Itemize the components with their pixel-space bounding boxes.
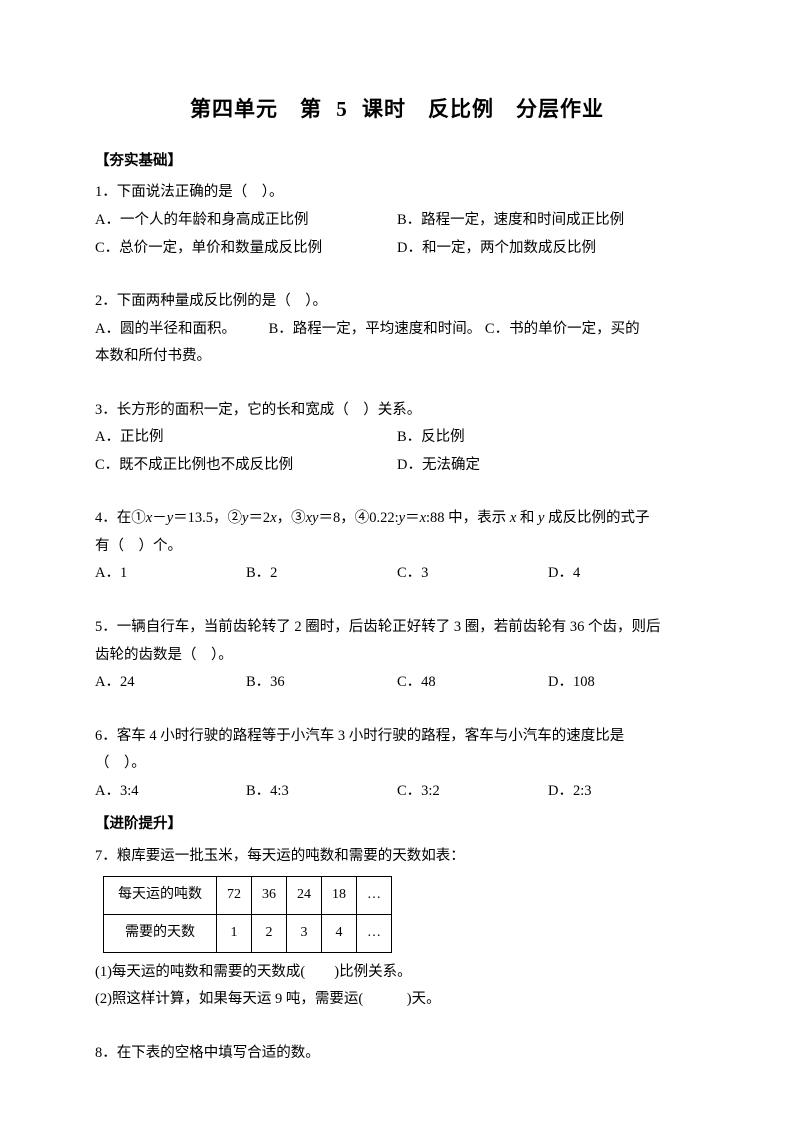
question-5: 5．一辆自行车，当前齿轮转了 2 圈时，后齿轮正好转了 3 圈，若前齿轮有 36… [95, 614, 699, 697]
q7-row2: 需要的天数 1 2 3 4 … [104, 914, 392, 952]
q7-r1c2: 36 [252, 877, 287, 915]
q1-opt-c: C．总价一定，单价和数量成反比例 [95, 235, 397, 263]
q7-r2c2: 2 [252, 914, 287, 952]
q7-r1c5: … [357, 877, 392, 915]
q8-stem: 8．在下表的空格中填写合适的数。 [95, 1040, 699, 1068]
question-2: 2．下面两种量成反比例的是（ ）。 A．圆的半径和面积。 B．路程一定，平均速度… [95, 288, 699, 371]
q6-line1: 6．客车 4 小时行驶的路程等于小汽车 3 小时行驶的路程，客车与小汽车的速度比… [95, 723, 699, 751]
q1-opt-a: A．一个人的年龄和身高成正比例 [95, 207, 397, 235]
q2-stem: 2．下面两种量成反比例的是（ ）。 [95, 288, 699, 316]
question-4: 4．在①x－y＝13.5，②y＝2x，③xy＝8，④0.22:y＝x:88 中，… [95, 505, 699, 588]
question-3: 3．长方形的面积一定，它的长和宽成（ ）关系。 A．正比例 B．反比例 C．既不… [95, 397, 699, 480]
q4-opt-b: B．2 [246, 560, 397, 588]
q6-options: A．3:4 B．4:3 C．3:2 D．2:3 [95, 778, 699, 806]
q6-line2: （ ）。 [95, 750, 699, 778]
q7-r2c1: 1 [217, 914, 252, 952]
q5-options: A．24 B．36 C．48 D．108 [95, 669, 699, 697]
q3-options: A．正比例 B．反比例 C．既不成正比例也不成反比例 D．无法确定 [95, 424, 699, 479]
q4-options: A．1 B．2 C．3 D．4 [95, 560, 699, 588]
q7-r1c4: 18 [322, 877, 357, 915]
q3-stem: 3．长方形的面积一定，它的长和宽成（ ）关系。 [95, 397, 699, 425]
q7-row2-label: 需要的天数 [104, 914, 217, 952]
q7-sub2: (2)照这样计算，如果每天运 9 吨，需要运( )天。 [95, 986, 699, 1014]
question-8: 8．在下表的空格中填写合适的数。 [95, 1040, 699, 1068]
q7-row1: 每天运的吨数 72 36 24 18 … [104, 877, 392, 915]
q1-opt-b: B．路程一定，速度和时间成正比例 [397, 207, 699, 235]
q6-opt-c: C．3:2 [397, 778, 548, 806]
section-header-basics: 【夯实基础】 [95, 148, 699, 176]
q5-opt-a: A．24 [95, 669, 246, 697]
q2-line1: A．圆的半径和面积。 B．路程一定，平均速度和时间。 C．书的单价一定，买的 [95, 316, 699, 344]
page-title: 第四单元 第 5 课时 反比例 分层作业 [95, 90, 699, 130]
question-7: 7．粮库要运一批玉米，每天运的吨数和需要的天数如表： 每天运的吨数 72 36 … [95, 843, 699, 1014]
q3-opt-b: B．反比例 [397, 424, 699, 452]
q3-opt-c: C．既不成正比例也不成反比例 [95, 452, 397, 480]
q1-opt-d: D．和一定，两个加数成反比例 [397, 235, 699, 263]
q6-opt-a: A．3:4 [95, 778, 246, 806]
q4-line2: 有（ ）个。 [95, 533, 699, 561]
q5-line1: 5．一辆自行车，当前齿轮转了 2 圈时，后齿轮正好转了 3 圈，若前齿轮有 36… [95, 614, 699, 642]
question-1: 1．下面说法正确的是（ ）。 A．一个人的年龄和身高成正比例 B．路程一定，速度… [95, 179, 699, 262]
q4-stem: 4．在①x－y＝13.5，②y＝2x，③xy＝8，④0.22:y＝x:88 中，… [95, 505, 699, 533]
q7-table: 每天运的吨数 72 36 24 18 … 需要的天数 1 2 3 4 … [103, 876, 392, 952]
q5-opt-c: C．48 [397, 669, 548, 697]
q5-line2: 齿轮的齿数是（ ）。 [95, 642, 699, 670]
q7-r1c1: 72 [217, 877, 252, 915]
q7-stem: 7．粮库要运一批玉米，每天运的吨数和需要的天数如表： [95, 843, 699, 871]
q6-opt-b: B．4:3 [246, 778, 397, 806]
q7-r2c3: 3 [287, 914, 322, 952]
section-header-advanced: 【进阶提升】 [95, 811, 699, 839]
q2-opt-c-pre: C．书的单价一定，买的 [485, 321, 640, 337]
q5-opt-d: D．108 [548, 669, 699, 697]
q4-opt-c: C．3 [397, 560, 548, 588]
q4-opt-d: D．4 [548, 560, 699, 588]
q2-opt-a: A．圆的半径和面积。 [95, 321, 236, 337]
q3-opt-a: A．正比例 [95, 424, 397, 452]
q1-stem: 1．下面说法正确的是（ ）。 [95, 179, 699, 207]
question-6: 6．客车 4 小时行驶的路程等于小汽车 3 小时行驶的路程，客车与小汽车的速度比… [95, 723, 699, 806]
q6-opt-d: D．2:3 [548, 778, 699, 806]
q1-options: A．一个人的年龄和身高成正比例 B．路程一定，速度和时间成正比例 C．总价一定，… [95, 207, 699, 262]
q5-opt-b: B．36 [246, 669, 397, 697]
q4-opt-a: A．1 [95, 560, 246, 588]
q7-r2c4: 4 [322, 914, 357, 952]
q2-line2: 本数和所付书费。 [95, 343, 699, 371]
q7-r2c5: … [357, 914, 392, 952]
q7-r1c3: 24 [287, 877, 322, 915]
q7-row1-label: 每天运的吨数 [104, 877, 217, 915]
q7-sub1: (1)每天运的吨数和需要的天数成( )比例关系。 [95, 959, 699, 987]
q2-opt-b: B．路程一定，平均速度和时间。 [269, 321, 482, 337]
q3-opt-d: D．无法确定 [397, 452, 699, 480]
